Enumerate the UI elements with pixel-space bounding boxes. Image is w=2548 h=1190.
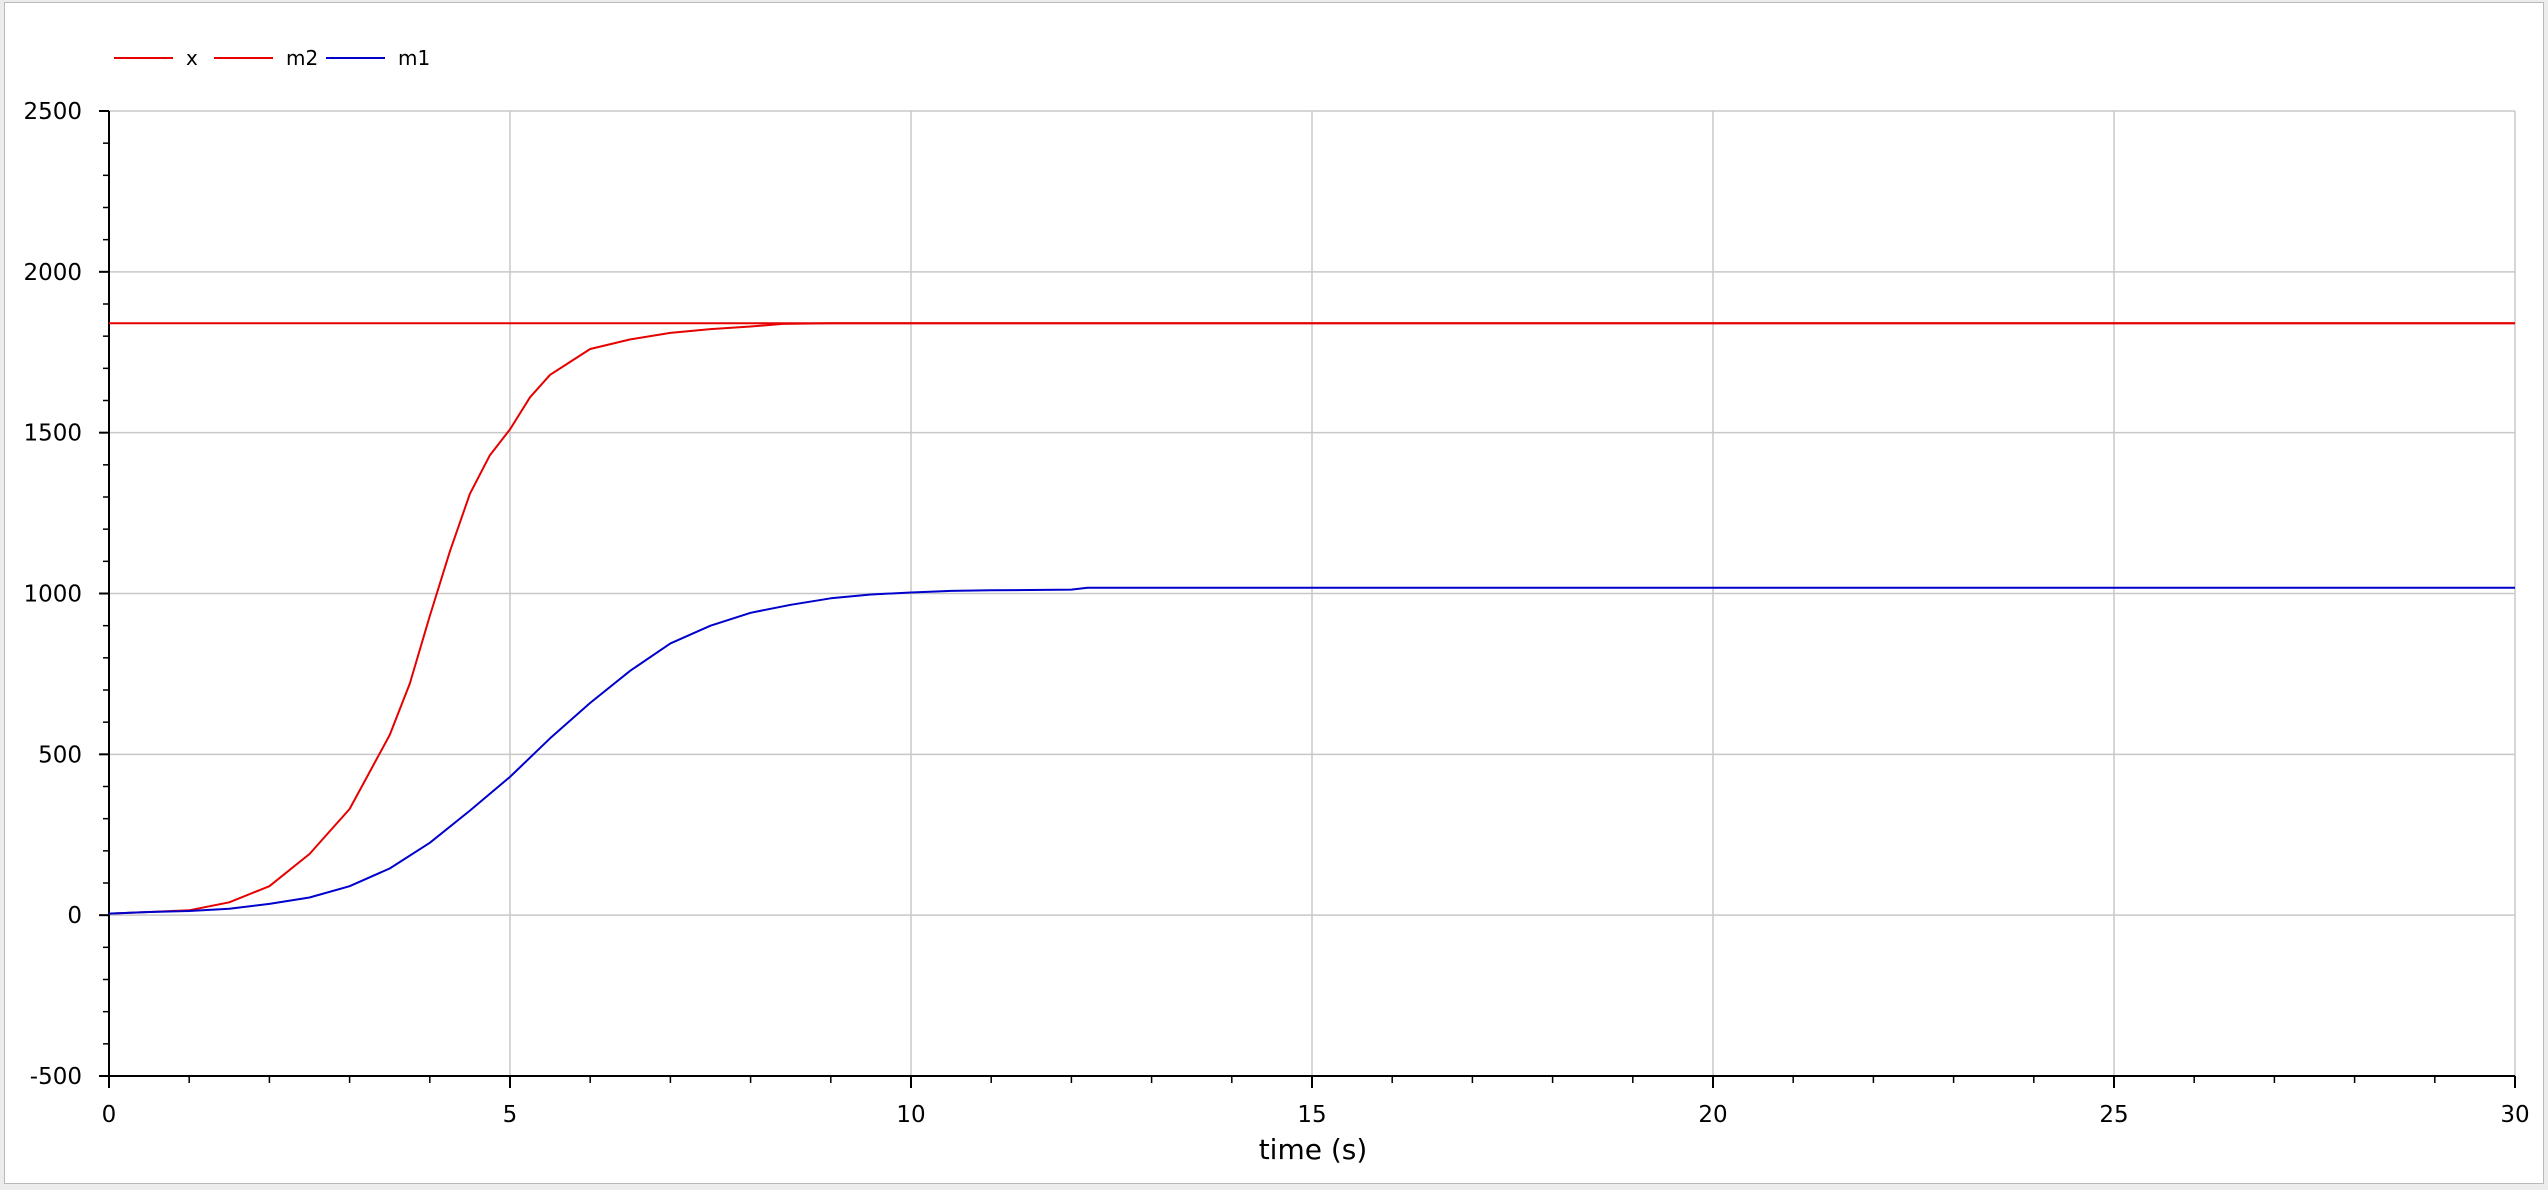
legend-label-m1: m1	[398, 46, 430, 70]
x-tick-label-3: 15	[1297, 1102, 1326, 1128]
y-tick-label-4: 1500	[23, 421, 82, 447]
x-tick-label-5: 25	[2099, 1102, 2128, 1128]
legend-item-m2[interactable]: m2	[214, 46, 318, 70]
y-tick-label-0: -500	[30, 1064, 82, 1090]
y-tick-label-3: 1000	[23, 582, 82, 608]
x-tick-label-0: 0	[102, 1102, 117, 1128]
series-line-m2	[108, 322, 2515, 915]
legend[interactable]: x m2 m1	[114, 46, 430, 70]
y-tick-label-5: 2000	[23, 260, 82, 286]
x-tick-label-2: 10	[896, 1102, 925, 1128]
legend-label-m2: m2	[286, 46, 318, 70]
x-tick-label-1: 5	[503, 1102, 518, 1128]
legend-item-x[interactable]: x	[114, 46, 198, 70]
x-tick-label-4: 20	[1698, 1102, 1727, 1128]
grid-layer	[108, 110, 2516, 1077]
series-line-m1	[108, 586, 2515, 915]
x-tick-label-6: 30	[2500, 1102, 2529, 1128]
series-layer	[108, 322, 2515, 915]
y-tick-label-1: 0	[67, 903, 82, 929]
legend-item-m1[interactable]: m1	[326, 46, 430, 70]
axes-layer: 0 5 10 15 20 25 30 -500 0 500 1000 1500 2000 2500	[23, 99, 2529, 1128]
legend-label-x: x	[186, 46, 198, 70]
y-tick-label-2: 500	[38, 742, 82, 768]
x-axis-title: time (s)	[1259, 1133, 1368, 1166]
y-tick-label-6: 2500	[23, 99, 82, 125]
